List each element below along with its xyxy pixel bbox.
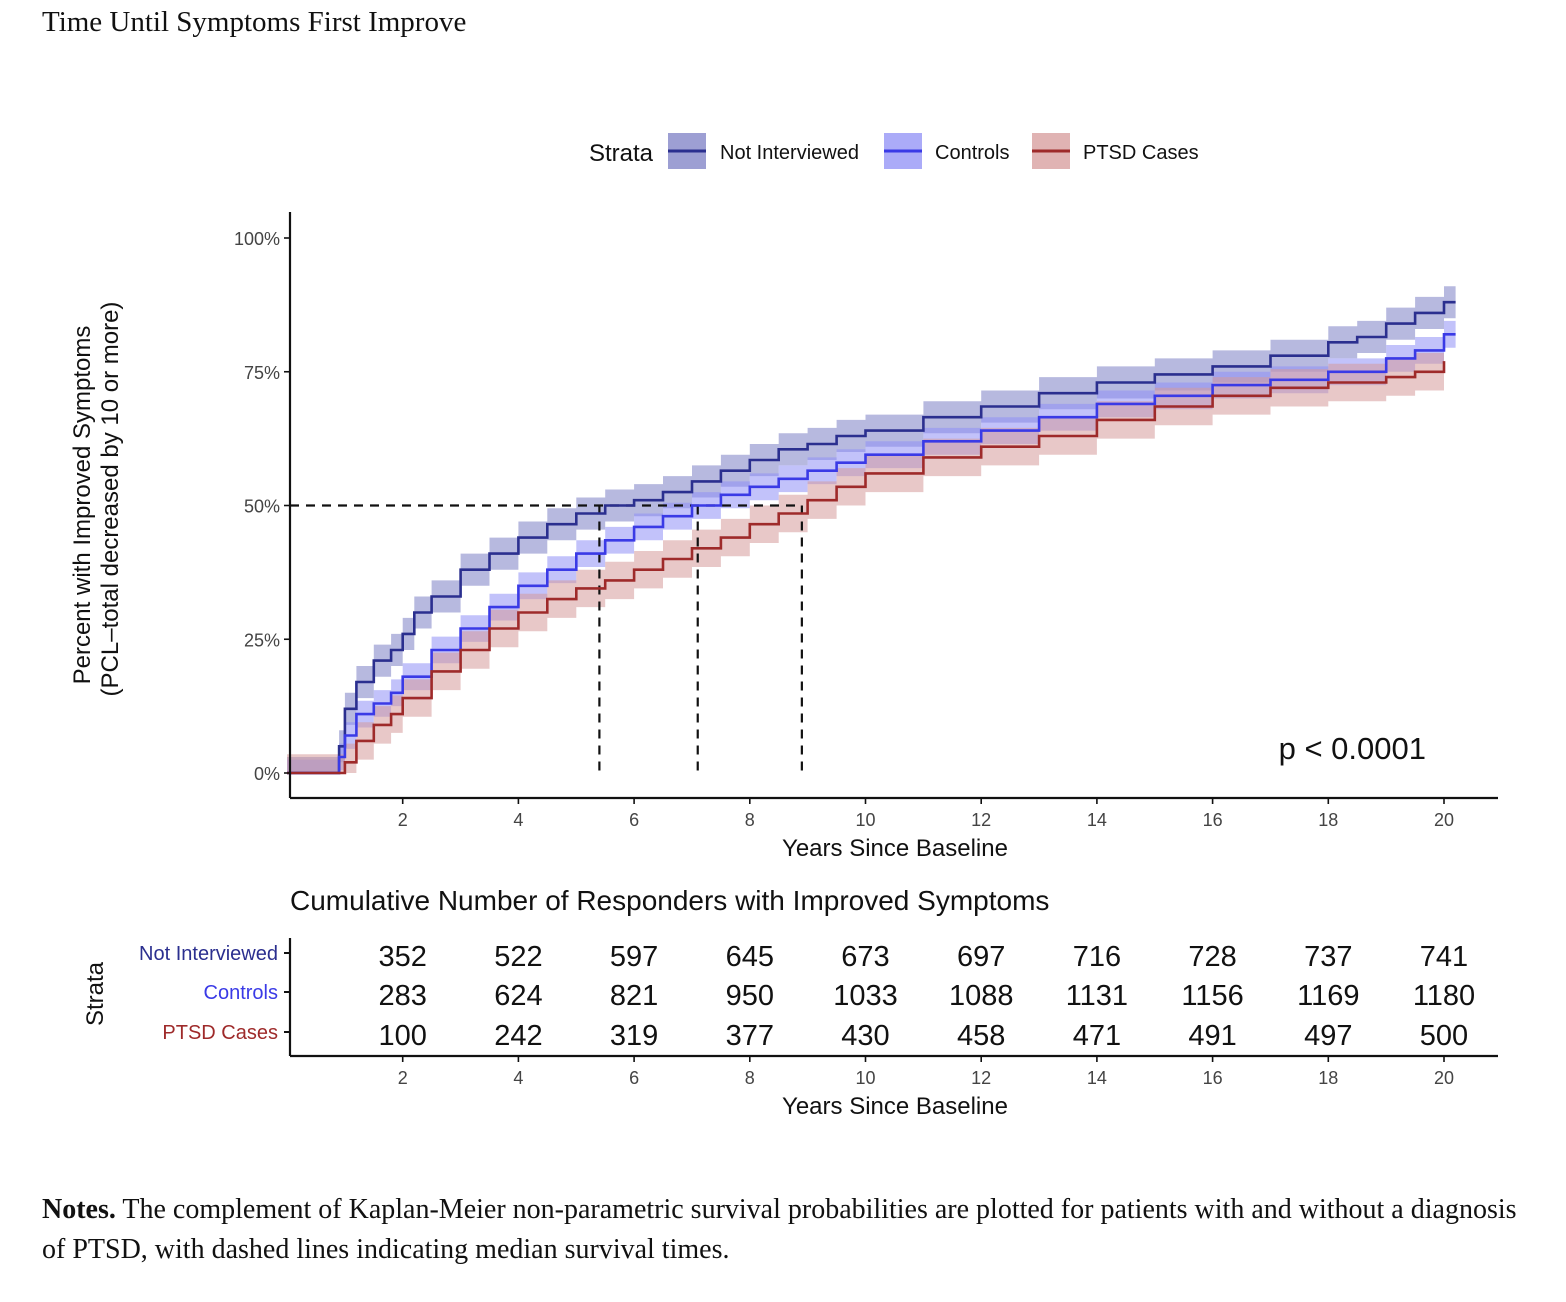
y-tick-label: 0% [254, 764, 280, 784]
confidence-bands [287, 286, 1456, 773]
notes: Notes. The complement of Kaplan-Meier no… [42, 1190, 1532, 1270]
legend: Strata Not Interviewed Controls PTSD Cases [589, 133, 1199, 169]
legend-label-2: PTSD Cases [1083, 142, 1199, 164]
risk-row-label-1: Controls [204, 982, 278, 1004]
risk-x-tick-label: 6 [629, 1068, 639, 1088]
risk-x-tick-label: 14 [1087, 1068, 1107, 1088]
risk-cell: 377 [726, 1020, 774, 1052]
p-value-annotation: p < 0.0001 [1279, 731, 1426, 766]
risk-cell: 242 [494, 1020, 542, 1052]
x-tick-label: 10 [855, 810, 875, 830]
x-tick-label: 12 [971, 810, 991, 830]
x-tick-label: 14 [1087, 810, 1107, 830]
risk-cell: 1033 [833, 980, 898, 1012]
notes-label: Notes. [42, 1194, 116, 1225]
risk-cell: 430 [841, 1020, 889, 1052]
x-axis-title: Years Since Baseline [782, 835, 1008, 862]
risk-cell: 1131 [1066, 980, 1128, 1012]
risk-cell: 352 [379, 941, 427, 973]
y-tick-label: 50% [244, 497, 280, 517]
risk-cell: 737 [1304, 941, 1352, 973]
risk-cell: 522 [494, 941, 542, 973]
notes-text: The complement of Kaplan-Meier non-param… [42, 1194, 1517, 1265]
risk-x-tick-label: 12 [971, 1068, 991, 1088]
risk-cell: 728 [1188, 941, 1236, 973]
risk-x-tick-label: 20 [1434, 1068, 1454, 1088]
risk-x-tick-label: 18 [1318, 1068, 1338, 1088]
survival-lines [287, 300, 1456, 775]
legend-label-0: Not Interviewed [720, 142, 859, 164]
x-tick-label: 6 [629, 810, 639, 830]
band-0 [287, 286, 1456, 773]
risk-cell: 697 [957, 941, 1005, 973]
band-2 [287, 342, 1444, 773]
x-tick-label: 16 [1203, 810, 1223, 830]
series-line-2 [287, 361, 1446, 775]
y-tick-label: 25% [244, 630, 280, 650]
risk-x-tick-label: 10 [855, 1068, 875, 1088]
x-tick-label: 2 [398, 810, 408, 830]
risk-cell: 821 [610, 980, 658, 1012]
risk-x-tick-label: 8 [745, 1068, 755, 1088]
risk-cell: 716 [1073, 941, 1121, 973]
risk-cell: 500 [1420, 1020, 1468, 1052]
y-tick-label: 100% [234, 229, 280, 249]
x-tick-label: 18 [1318, 810, 1338, 830]
y-tick-label: 75% [244, 363, 280, 383]
y-axis-subtitle: (PCL–total decreased by 10 or more) [97, 302, 124, 697]
risk-cell: 283 [379, 980, 427, 1012]
risk-cell: 950 [726, 980, 774, 1012]
legend-label-1: Controls [935, 142, 1009, 164]
risk-x-tick-label: 16 [1203, 1068, 1223, 1088]
risk-cell: 1169 [1297, 980, 1359, 1012]
x-tick-label: 20 [1434, 810, 1454, 830]
y-axis-title: Percent with Improved Symptoms [69, 326, 96, 685]
series-line-0 [287, 300, 1456, 775]
main-axes: 0% 25% 50% 75% 100% 2 4 6 8 10 12 14 16 18 20 Years Sin… [69, 212, 1498, 862]
risk-cell: 741 [1420, 941, 1468, 973]
km-chart: Strata Not Interviewed Controls PTSD Cases … [69, 133, 1498, 1120]
x-tick-label: 4 [513, 810, 523, 830]
risk-cell: 1156 [1181, 980, 1243, 1012]
risk-x-tick-label: 4 [513, 1068, 523, 1088]
risk-table: Cumulative Number of Responders with Imp… [82, 885, 1498, 1120]
risk-x-tick-label: 2 [398, 1068, 408, 1088]
risk-cell: 1088 [949, 980, 1014, 1012]
risk-row-label-0: Not Interviewed [139, 943, 278, 965]
risk-cell: 471 [1073, 1020, 1121, 1052]
risk-cell: 645 [726, 941, 774, 973]
risk-table-y-title: Strata [82, 961, 109, 1026]
risk-row-label-2: PTSD Cases [162, 1022, 278, 1044]
risk-cell: 100 [379, 1020, 427, 1052]
risk-cell: 491 [1188, 1020, 1236, 1052]
median-lines [290, 504, 803, 773]
series-line-1 [287, 333, 1456, 775]
risk-cell: 319 [610, 1020, 658, 1052]
risk-cell: 624 [494, 980, 542, 1012]
risk-cell: 497 [1304, 1020, 1352, 1052]
figure-title: Time Until Symptoms First Improve [42, 6, 467, 38]
risk-cell: 458 [957, 1020, 1005, 1052]
risk-cell: 1180 [1413, 980, 1475, 1012]
risk-cell: 597 [610, 941, 658, 973]
risk-table-title: Cumulative Number of Responders with Imp… [290, 885, 1049, 916]
legend-title: Strata [589, 140, 654, 167]
x-tick-label: 8 [745, 810, 755, 830]
risk-table-x-title: Years Since Baseline [782, 1093, 1008, 1120]
risk-cell: 673 [841, 941, 889, 973]
